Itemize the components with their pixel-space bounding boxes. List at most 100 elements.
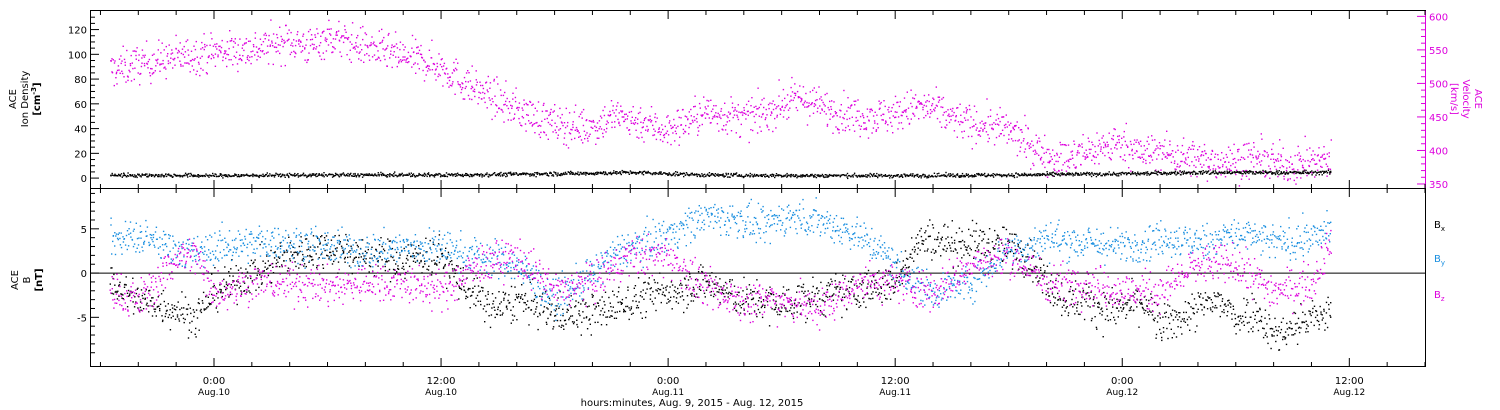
density-point <box>467 174 470 177</box>
velocity-point <box>700 114 702 116</box>
velocity-point <box>616 105 618 107</box>
bx-point <box>524 294 526 297</box>
density-point <box>594 173 596 175</box>
bx-point <box>116 291 118 294</box>
bx-point <box>358 256 360 259</box>
velocity-point <box>1330 139 1332 141</box>
density-point <box>274 174 277 176</box>
density-point <box>1237 171 1239 173</box>
bx-point <box>521 294 523 296</box>
density-point <box>1068 174 1070 176</box>
velocity-point <box>1207 157 1209 159</box>
velocity-point <box>572 121 574 123</box>
velocity-point <box>551 119 553 121</box>
bx-point <box>333 254 335 256</box>
velocity-point <box>523 99 525 101</box>
velocity-point <box>512 98 514 100</box>
velocity-point <box>1133 143 1135 145</box>
density-point <box>457 172 459 174</box>
velocity-point <box>447 77 449 79</box>
velocity-point <box>697 130 700 132</box>
velocity-point <box>277 44 280 46</box>
velocity-point <box>778 79 780 81</box>
velocity-point <box>734 107 736 109</box>
velocity-point <box>593 121 595 123</box>
density-point <box>221 175 223 177</box>
bx-point <box>230 284 232 286</box>
density-point <box>338 176 341 178</box>
density-point <box>1054 172 1056 174</box>
velocity-point <box>1041 146 1043 148</box>
velocity-point <box>857 119 859 122</box>
velocity-point <box>413 51 415 53</box>
density-point <box>1185 171 1188 174</box>
density-point <box>683 172 686 175</box>
bx-point <box>505 306 508 308</box>
velocity-point <box>462 98 464 100</box>
velocity-point <box>944 126 946 128</box>
bx-point <box>414 261 417 263</box>
density-point <box>1074 174 1076 176</box>
bx-point <box>384 269 387 272</box>
x-tick-time-label: 12:00 <box>881 376 910 387</box>
velocity-point <box>214 43 216 46</box>
velocity-point <box>908 122 911 125</box>
velocity-point <box>216 48 218 50</box>
velocity-point <box>1208 167 1210 169</box>
velocity-point <box>1194 156 1196 158</box>
bx-point <box>132 277 134 279</box>
density-tick-label: 0 <box>81 174 87 185</box>
velocity-point <box>1058 170 1060 172</box>
density-point <box>1244 172 1247 175</box>
velocity-point <box>639 107 642 109</box>
velocity-point <box>500 94 502 97</box>
velocity-point <box>538 133 540 136</box>
bottom-panel-frame <box>90 188 1426 367</box>
density-point <box>144 173 147 175</box>
density-point <box>365 173 367 175</box>
velocity-point <box>464 87 466 90</box>
velocity-point <box>204 43 206 46</box>
bx-point <box>298 245 300 248</box>
bx-point <box>125 284 127 286</box>
density-point <box>427 172 430 174</box>
density-point <box>631 171 634 174</box>
velocity-point <box>306 59 309 61</box>
velocity-point <box>1124 140 1126 143</box>
velocity-point <box>1122 158 1124 161</box>
velocity-point <box>1211 150 1214 152</box>
velocity-point <box>123 58 126 61</box>
density-point <box>1303 170 1305 172</box>
velocity-point <box>929 116 931 118</box>
density-point <box>621 169 623 172</box>
velocity-point <box>399 59 402 61</box>
velocity-point <box>1316 169 1319 171</box>
velocity-point <box>1158 142 1161 144</box>
density-point <box>1015 172 1017 174</box>
velocity-point <box>1245 169 1247 172</box>
bx-point <box>444 263 446 266</box>
velocity-point <box>129 71 131 73</box>
velocity-point <box>1042 161 1045 163</box>
density-point <box>229 175 232 178</box>
density-point <box>1024 173 1026 175</box>
density-point <box>468 175 471 178</box>
velocity-point <box>1321 166 1323 168</box>
velocity-point <box>473 88 476 91</box>
velocity-point <box>965 110 968 112</box>
density-point <box>1318 171 1320 173</box>
density-point <box>631 172 634 174</box>
density-point <box>146 173 148 175</box>
velocity-point <box>511 107 513 109</box>
velocity-point <box>224 50 226 52</box>
velocity-point <box>1192 148 1195 150</box>
bx-point <box>245 275 247 277</box>
density-point <box>1269 171 1271 173</box>
velocity-point <box>563 143 565 145</box>
density-point <box>1083 173 1086 175</box>
velocity-point <box>245 42 247 44</box>
density-point <box>1297 171 1299 174</box>
velocity-point <box>659 139 662 141</box>
velocity-point <box>578 115 580 118</box>
bx-point <box>232 275 234 277</box>
